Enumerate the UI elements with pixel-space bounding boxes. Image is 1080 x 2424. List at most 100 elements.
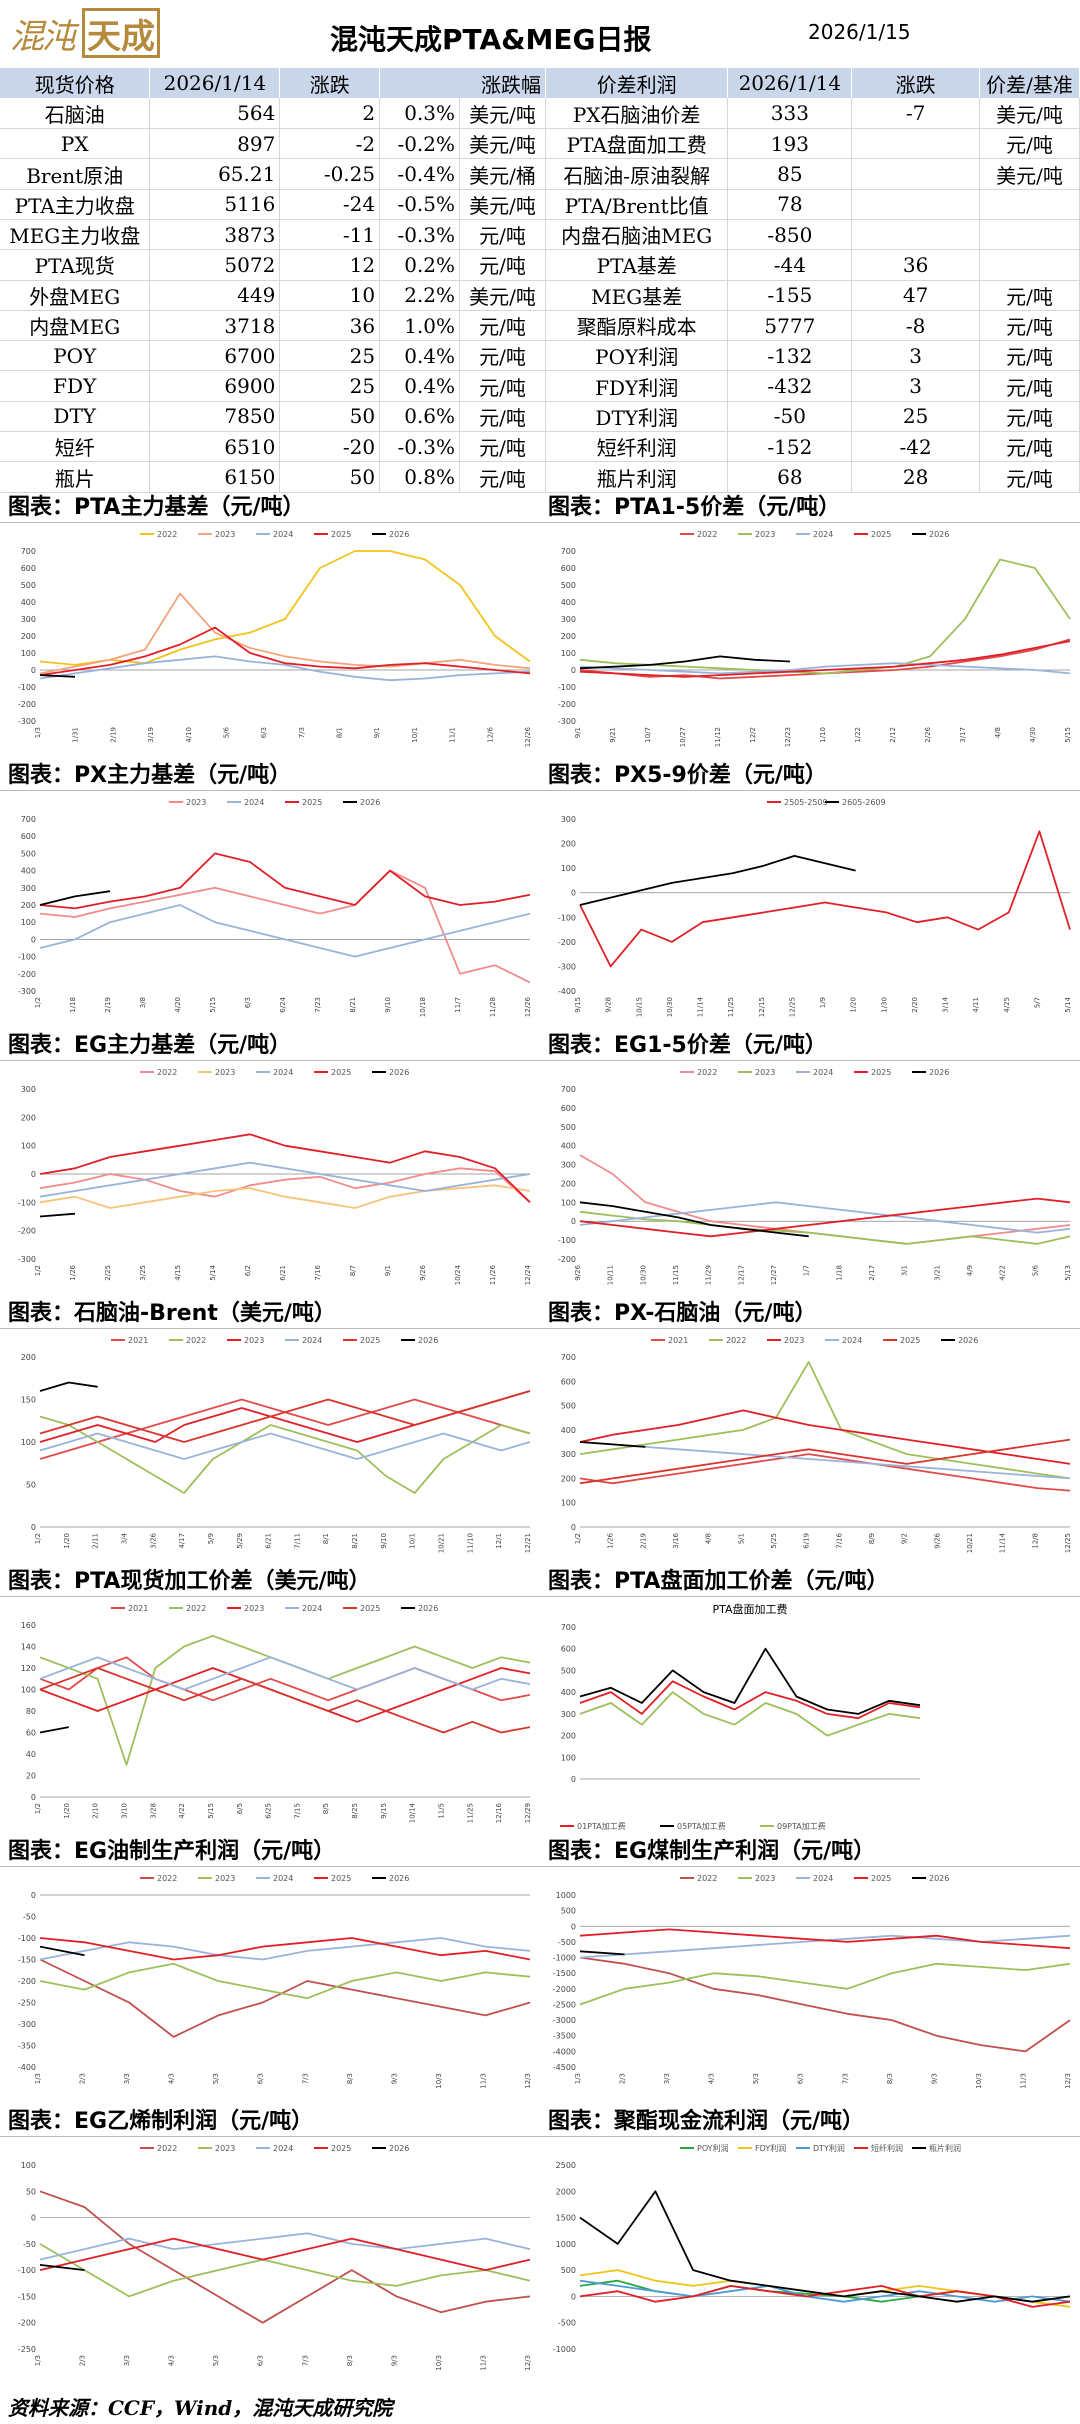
x-tick-label: 12/3 — [524, 2073, 532, 2089]
table-cell: 元/吨 — [979, 128, 1080, 159]
legend-label: 2022 — [157, 1068, 177, 1077]
x-tick-label: 12/27 — [770, 1265, 778, 1285]
table-cell: 元/吨 — [459, 461, 546, 493]
x-tick-label: 6/21 — [279, 1265, 287, 1281]
legend-label: 2024 — [813, 1874, 833, 1883]
y-tick-label: -250 — [18, 1999, 36, 2008]
x-axis: 1/2 1/26 2/25 3/25 4/15 5/14 6/2 6/21 7/16 8/7 9/1… — [34, 1264, 532, 1285]
x-tick-label: 6/25 — [265, 1803, 273, 1819]
spread-profit-header-row: 价差利润 2026/1/14 涨跌 价差/基准 — [546, 68, 1080, 99]
x-tick-label: 4/3 — [708, 2073, 716, 2084]
table-cell: 瓶片利润 — [546, 461, 729, 493]
line-chart: 2022 2023 2024 2025 2026 1000 500 0 -500 -1000 -15… — [553, 1874, 1072, 2089]
y-tick-label: 2000 — [556, 2187, 576, 2196]
y-tick-label: 100 — [21, 1142, 36, 1151]
y-tick-label: 500 — [21, 849, 36, 858]
chart-plot: 2021 2022 2023 2024 2025 2026 700 600 500 400 300 2… — [540, 1328, 1080, 1568]
x-tick-label: 12/8 — [1031, 1533, 1039, 1549]
y-tick-label: -300 — [18, 2020, 36, 2029]
x-tick-label: 9/26 — [933, 1532, 941, 1548]
y-tick-label: -150 — [18, 2292, 36, 2301]
y-tick-label: 100 — [21, 649, 36, 658]
x-tick-label: 8/21 — [349, 997, 357, 1013]
company-logo: 混沌 天成 — [10, 8, 180, 58]
legend-label: DTY利润 — [813, 2143, 845, 2153]
x-axis: 9/1 9/21 10/7 10/27 11/12 12/2 12/23 1/10 1/22 2/… — [574, 726, 1072, 747]
x-tick-label: 3/16 — [672, 1532, 680, 1548]
chart-caption: 图表：石脑油-Brent（美元/吨） — [8, 1301, 336, 1326]
table-row: PTA现货 5072 12 0.2% 元/吨 — [0, 249, 546, 281]
chart-panel: 图表：EG乙烯制利润（元/吨） 2022 2023 2024 2025 2026 100 50… — [0, 2108, 540, 2390]
chart-legend: 2021 2022 2023 2024 2025 2026 — [651, 1336, 978, 1345]
table-cell: -44 — [727, 249, 853, 281]
x-tick-label: 4/25 — [1003, 997, 1011, 1013]
legend-label: 2024 — [813, 530, 833, 539]
series-line-2 — [39, 1161, 531, 1198]
y-tick-label: -200 — [18, 2319, 36, 2328]
table-cell: 元/吨 — [459, 249, 546, 281]
series-line-1 — [39, 592, 531, 675]
x-tick-label: 10/3 — [435, 2355, 443, 2371]
y-tick-label: 200 — [561, 1474, 576, 1483]
x-tick-label: 9/10 — [384, 997, 392, 1013]
legend-label: 2025 — [871, 530, 891, 539]
table-cell: 元/吨 — [979, 401, 1080, 432]
y-tick-label: 0 — [31, 2214, 36, 2223]
x-tick-label: 12/23 — [784, 727, 792, 747]
y-tick-label: -200 — [558, 938, 576, 947]
x-tick-label: 12/1 — [495, 1533, 503, 1549]
table-cell: 瓶片 — [0, 461, 151, 493]
chart-caption: 图表：EG1-5价差（元/吨） — [548, 1033, 827, 1058]
series-line-1 — [579, 1962, 1071, 2006]
legend-label: 2026 — [389, 1068, 409, 1077]
x-tick-label: 11/3 — [479, 2073, 487, 2089]
x-tick-label: 10/24 — [454, 1264, 462, 1285]
x-tick-label: 5/25 — [770, 1533, 778, 1549]
x-tick-label: 11/1 — [449, 727, 457, 743]
chart-legend: 2022 2023 2024 2025 2026 — [680, 530, 949, 539]
series-line-3 — [39, 1432, 531, 1460]
series-line-0 — [579, 830, 1071, 968]
y-tick-label: 300 — [561, 1450, 576, 1459]
table-row: 外盘MEG 449 10 2.2% 美元/吨 — [0, 280, 546, 311]
legend-label: 2026 — [929, 1874, 949, 1883]
y-tick-label: 600 — [561, 1645, 576, 1654]
x-axis: 1/2 1/20 2/10 3/10 3/28 4/22 5/15 6/5 6/25 7/15 8/… — [34, 1802, 532, 1823]
chart-title: PTA盘面加工费 — [712, 1602, 787, 1616]
x-tick-label: 4/3 — [168, 2073, 176, 2084]
legend-label: 09PTA加工费 — [777, 1821, 826, 1831]
x-tick-label: 2/11 — [92, 1533, 100, 1549]
table-cell: 6150 — [149, 461, 281, 493]
table-cell: 25 — [851, 401, 980, 432]
line-chart: 2022 2023 2024 2025 2026 300 200 100 0 -100 -200 -3… — [18, 1068, 532, 1285]
x-tick-label: 3/3 — [123, 2073, 131, 2084]
table-row: 瓶片 6150 50 0.8% 元/吨 — [0, 461, 546, 493]
y-tick-label: 50 — [26, 2187, 36, 2196]
chart-caption: 图表：EG乙烯制利润（元/吨） — [8, 2109, 314, 2134]
table-cell: 内盘石脑油MEG — [546, 219, 729, 250]
legend-label: 2023 — [755, 1068, 775, 1077]
x-tick-label: 11/10 — [466, 1533, 474, 1553]
table-cell — [979, 249, 1080, 281]
y-tick-label: 200 — [21, 632, 36, 641]
x-tick-label: 7/16 — [835, 1532, 843, 1548]
y-tick-label: 300 — [561, 1161, 576, 1170]
series-line-3 — [39, 2237, 531, 2272]
table-cell: 石脑油-原油裂解 — [546, 158, 729, 190]
y-tick-label: -100 — [18, 2266, 36, 2275]
series-line-2 — [579, 662, 1071, 675]
series-line-2 — [579, 1691, 921, 1737]
y-tick-label: -100 — [558, 1236, 576, 1245]
x-tick-label: 1/22 — [854, 727, 862, 743]
legend-label: 2025 — [331, 1068, 351, 1077]
y-tick-label: 500 — [561, 2266, 576, 2275]
x-tick-label: 10/11 — [607, 1265, 615, 1285]
chart-panel: 图表：PTA主力基差（元/吨） 2022 2023 2024 2025 2026 700 60… — [0, 494, 540, 762]
table-cell: 元/吨 — [459, 340, 546, 371]
x-tick-label: 11/28 — [489, 997, 497, 1017]
legend-label: 2025 — [360, 1604, 380, 1613]
y-tick-label: 200 — [561, 1732, 576, 1741]
y-tick-label: 700 — [561, 1623, 576, 1632]
x-axis: 9/26 10/11 10/30 11/15 11/29 12/17 12/27 1/7 1/1… — [574, 1264, 1072, 1285]
x-tick-label: 1/2 — [34, 1265, 42, 1276]
